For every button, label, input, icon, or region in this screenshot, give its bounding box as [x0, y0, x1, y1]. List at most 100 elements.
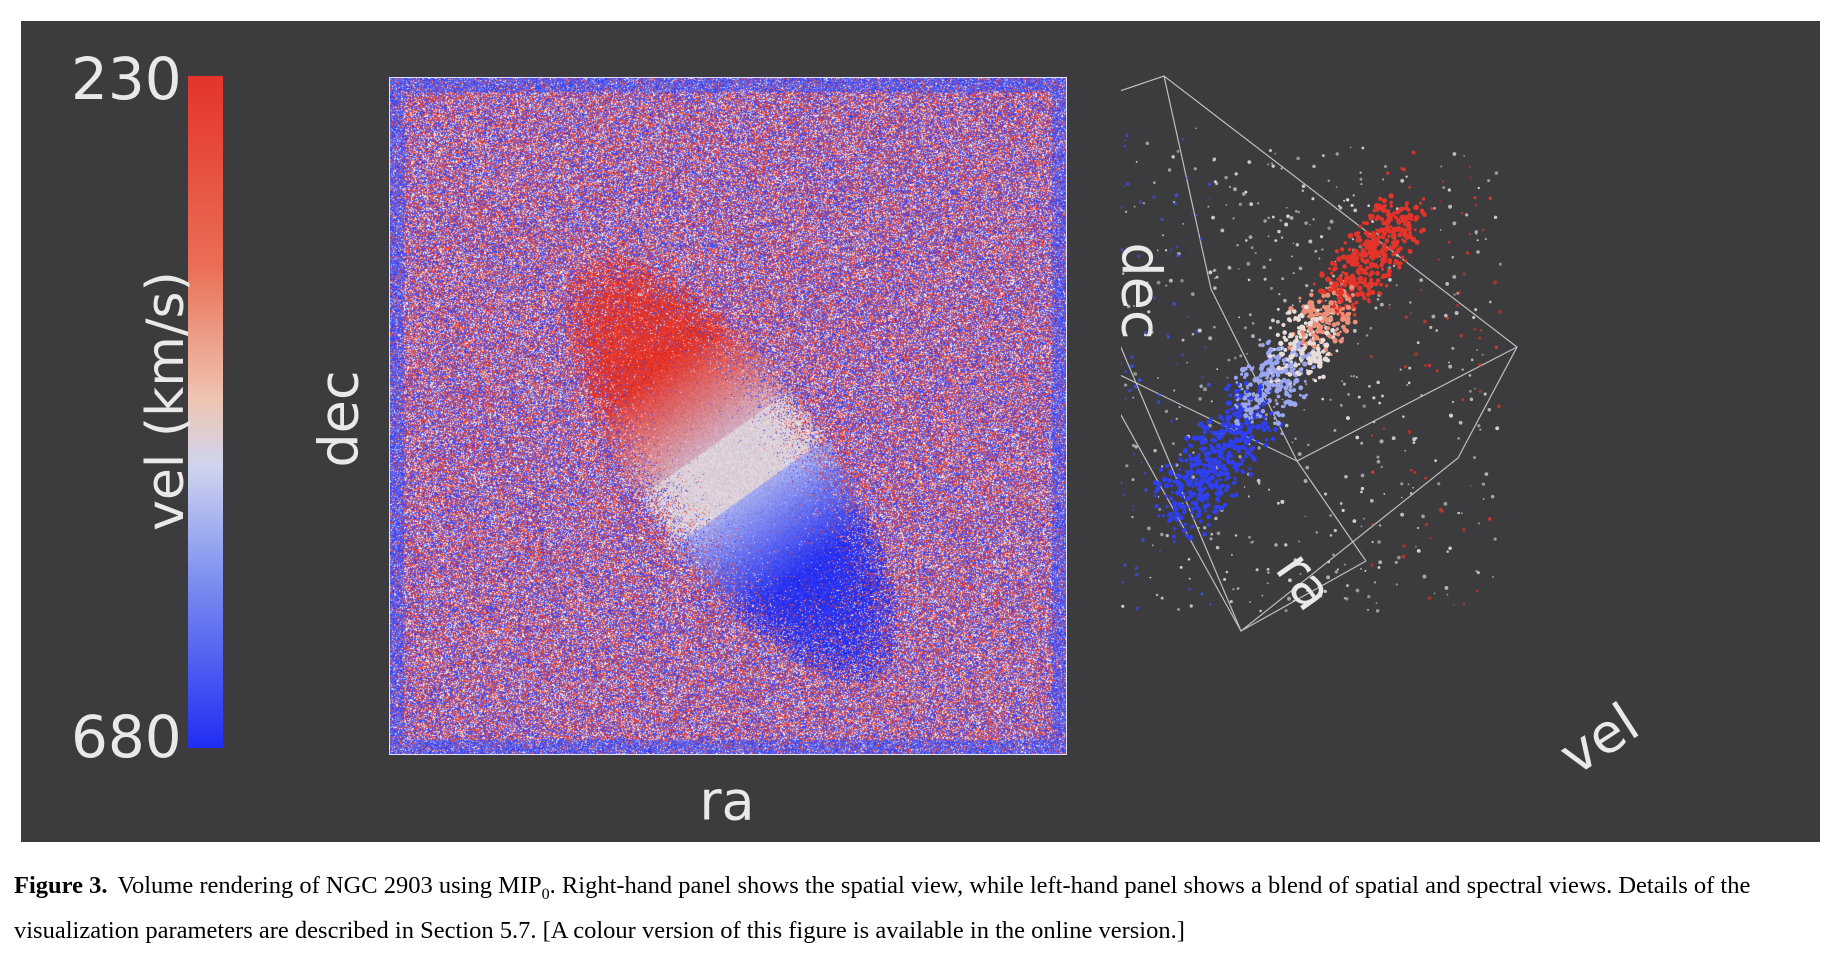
scatter-point	[1462, 272, 1467, 276]
galaxy-point	[1212, 430, 1218, 436]
galaxy-point	[1351, 275, 1357, 281]
scatter-point	[1178, 406, 1181, 409]
galaxy-point	[1155, 485, 1161, 492]
scatter-point	[1144, 488, 1148, 492]
galaxy-point	[1344, 319, 1351, 325]
scatter-point	[1365, 334, 1369, 337]
panel-2d-canvas	[390, 78, 1066, 754]
galaxy-point	[1299, 350, 1305, 356]
scatter-point	[1263, 219, 1267, 223]
galaxy-point	[1206, 419, 1212, 425]
scatter-point	[1133, 371, 1138, 376]
galaxy-point	[1342, 324, 1346, 329]
scatter-point	[1274, 398, 1278, 402]
scatter-point	[1244, 190, 1248, 194]
galaxy-point	[1208, 443, 1213, 448]
galaxy-point	[1214, 491, 1219, 496]
galaxy-point	[1312, 282, 1316, 286]
scatter-point	[1376, 455, 1380, 459]
scatter-point	[1175, 245, 1179, 249]
galaxy-point	[1280, 432, 1284, 436]
scatter-point	[1191, 332, 1195, 336]
scatter-point	[1277, 229, 1281, 234]
scatter-point	[1367, 595, 1371, 599]
galaxy-point	[1379, 282, 1383, 287]
scatter-point	[1433, 592, 1436, 595]
galaxy-point	[1315, 351, 1321, 357]
galaxy-point	[1380, 234, 1386, 240]
scatter-point	[1386, 171, 1389, 174]
scatter-point	[1301, 184, 1306, 189]
galaxy-point	[1280, 413, 1285, 418]
scatter-point	[1206, 382, 1211, 387]
galaxy-point	[1276, 365, 1282, 371]
galaxy-point	[1177, 501, 1183, 508]
scatter-point	[1201, 376, 1204, 379]
galaxy-point	[1246, 437, 1252, 443]
galaxy-point	[1287, 363, 1293, 369]
galaxy-point	[1311, 307, 1316, 312]
galaxy-point	[1165, 505, 1169, 509]
galaxy-point	[1269, 361, 1275, 367]
galaxy-point	[1372, 208, 1377, 213]
galaxy-point	[1295, 335, 1299, 339]
galaxy-point	[1222, 442, 1228, 448]
scatter-point	[1203, 526, 1207, 530]
scatter-point	[1336, 568, 1340, 571]
scatter-point	[1124, 138, 1127, 142]
galaxy-point	[1287, 345, 1292, 350]
galaxy-point	[1321, 293, 1326, 299]
scatter-point	[1234, 534, 1238, 537]
scatter-point	[1437, 482, 1441, 486]
scatter-point	[1469, 397, 1474, 402]
galaxy-point	[1318, 356, 1322, 360]
galaxy-point	[1310, 358, 1314, 362]
scatter-point	[1422, 319, 1427, 324]
galaxy-point	[1402, 239, 1407, 244]
galaxy-point	[1246, 425, 1251, 431]
galaxy-point	[1227, 421, 1231, 425]
galaxy-point	[1248, 467, 1252, 471]
scatter-point	[1337, 204, 1341, 208]
galaxy-point	[1178, 486, 1184, 492]
galaxy-point	[1232, 480, 1236, 485]
galaxy-point	[1390, 240, 1397, 246]
scatter-point	[1274, 152, 1277, 155]
galaxy-point	[1220, 421, 1227, 428]
scatter-point	[1431, 314, 1436, 319]
scatter-point	[1258, 338, 1262, 342]
galaxy-point	[1229, 407, 1234, 412]
galaxy-point	[1203, 486, 1207, 491]
galaxy-point	[1232, 411, 1235, 415]
galaxy-point	[1219, 428, 1225, 434]
scatter-point	[1355, 376, 1358, 379]
galaxy-point	[1264, 437, 1269, 442]
scatter-point	[1444, 313, 1448, 318]
scatter-point	[1447, 188, 1452, 192]
galaxy-point	[1390, 216, 1393, 219]
galaxy-point	[1395, 227, 1399, 232]
scatter-point	[1492, 576, 1494, 578]
scatter-point	[1303, 479, 1308, 483]
galaxy-point	[1305, 393, 1308, 397]
scatter-point	[1477, 424, 1481, 428]
galaxy-point	[1224, 488, 1229, 493]
galaxy-point	[1195, 454, 1201, 459]
scatter-point	[1234, 172, 1238, 176]
scatter-point	[1266, 582, 1269, 585]
scatter-point	[1230, 553, 1233, 556]
galaxy-point	[1358, 237, 1362, 241]
galaxy-point	[1317, 315, 1323, 321]
galaxy-point	[1345, 304, 1352, 311]
scatter-point	[1236, 587, 1240, 590]
galaxy-point	[1202, 504, 1208, 510]
galaxy-point	[1400, 255, 1405, 260]
galaxy-point	[1200, 435, 1206, 440]
galaxy-point	[1298, 296, 1302, 300]
scatter-point	[1357, 395, 1361, 399]
scatter-point	[1312, 576, 1316, 580]
scatter-point	[1462, 527, 1466, 532]
galaxy-point	[1237, 427, 1242, 432]
scatter-point	[1319, 235, 1324, 239]
galaxy-point	[1367, 287, 1371, 292]
